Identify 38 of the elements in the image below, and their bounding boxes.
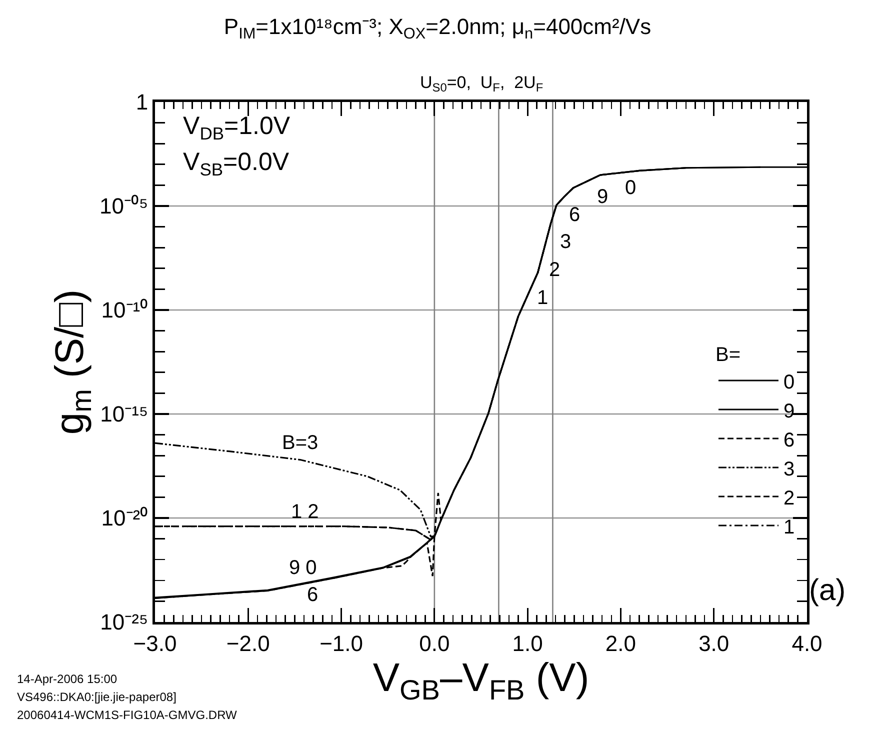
annotation: 1 2	[291, 501, 319, 523]
y-tick-label: 10⁻¹⁵	[100, 402, 148, 427]
annotation: B=3	[282, 432, 318, 454]
annotation: 9	[597, 186, 608, 208]
annotation: 2	[549, 259, 560, 281]
legend-label: 1	[783, 516, 795, 538]
x-tick-label: 0.0	[419, 630, 450, 656]
text: 14-Apr-2006 15:00	[17, 672, 118, 686]
legend-label: 3	[783, 458, 795, 480]
annotation: 9 0	[289, 557, 317, 579]
x-tick-label: 4.0	[792, 630, 822, 656]
x-tick-label: 2.0	[605, 630, 636, 656]
annotation: V$_{SB}$=0.0V	[183, 148, 290, 180]
legend-label: 9	[783, 400, 795, 422]
annotation: 1	[537, 287, 548, 309]
annotation: 6	[569, 204, 580, 226]
text: U$_{S0}$=0, U$_{F}$, 2U$_{F}$	[420, 73, 544, 95]
legend-label: 2	[783, 487, 795, 510]
y-tick-label: 10⁻⁰⁵	[100, 194, 148, 219]
text: 20060414-WCM1S-FIG10A-GMVG.DRW	[17, 708, 238, 722]
chart-title: P$_{IM}$=1x10¹⁸cm⁻³; X$_{OX}$=2.0nm; μ$_{n}$=400cm²/Vs	[224, 14, 652, 42]
legend-title: B=	[715, 344, 741, 366]
text: (a)	[809, 574, 846, 607]
x-tick-label: −1.0	[320, 630, 364, 656]
annotation: 0	[625, 177, 636, 199]
y-tick-label: 10⁻¹⁰	[101, 298, 148, 323]
text: VS496::DKA0:[jie.jie-paper08]	[17, 690, 176, 704]
legend-label: 0	[783, 371, 795, 394]
y-tick-label: 10⁻²⁰	[101, 506, 148, 531]
x-tick-label: 1.0	[512, 630, 543, 656]
y-tick-label: 1	[136, 90, 148, 115]
x-tick-label: 3.0	[698, 630, 730, 656]
annotation: 6	[307, 584, 318, 606]
annotation: 3	[560, 231, 572, 253]
annotation: V$_{DB}$=1.0V	[183, 112, 290, 144]
legend-label: 6	[783, 429, 795, 452]
x-tick-label: −2.0	[226, 630, 270, 656]
x-axis-title: V$_{GB}$–V$_{FB}$ (V)	[372, 656, 590, 706]
